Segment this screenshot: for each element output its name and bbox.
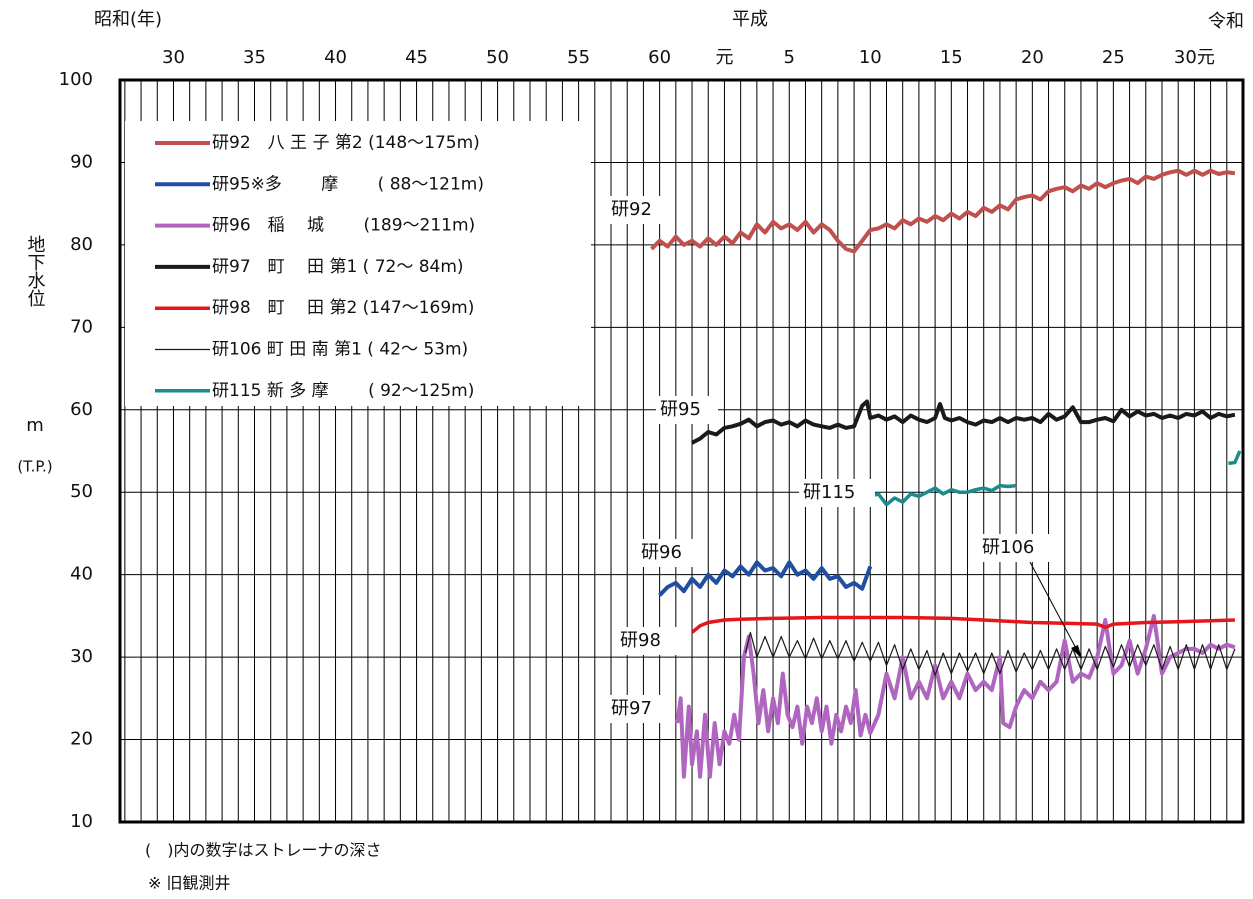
- line-label-bg: [656, 396, 718, 424]
- line-label: 研96: [641, 542, 682, 563]
- y-axis-datum: (T.P.): [17, 458, 52, 476]
- x-tick-label: 元: [715, 47, 733, 68]
- y-tick-label: 80: [70, 234, 93, 255]
- x-tick-label: 35: [243, 47, 266, 68]
- x-tick-label: 15: [940, 47, 963, 68]
- line-label: 研92: [611, 199, 652, 220]
- note: ( )内の数字はストレーナの深さ: [145, 841, 382, 860]
- data-line: [650, 168, 1236, 254]
- x-tick-label: 20: [1021, 47, 1044, 68]
- line-label: 研106: [982, 537, 1034, 558]
- x-tick-label: 25: [1102, 47, 1125, 68]
- x-tick-label: 30元: [1174, 47, 1215, 68]
- y-tick-label: 20: [70, 729, 93, 750]
- data-line: [744, 631, 1236, 676]
- legend-entry: 研92 八 王 子 第2 (148～175m): [212, 133, 480, 153]
- y-tick-label: 70: [70, 316, 93, 337]
- legend-box: [125, 121, 591, 406]
- legend-entry: 研98 町 田 第2 (147～169m): [212, 298, 474, 318]
- arrow: [1029, 561, 1079, 653]
- data-line: [691, 399, 1236, 445]
- x-tick-label: 55: [567, 47, 590, 68]
- x-tick-label: 60: [648, 47, 671, 68]
- data-line: [869, 450, 1242, 507]
- y-tick-label: 30: [70, 646, 93, 667]
- data-line: [690, 615, 1235, 634]
- line-label-bg: [799, 479, 875, 507]
- x-tick-label: 30: [162, 47, 185, 68]
- y-axis-label: 地下水位: [25, 235, 46, 307]
- era-label: 昭和(年): [94, 9, 162, 30]
- legend-entry: 研96 稲 城 (189～211m): [212, 216, 475, 236]
- y-tick-label: 60: [70, 399, 93, 420]
- y-tick-label: 40: [70, 564, 93, 585]
- line-label: 研98: [620, 630, 661, 651]
- line-label-bg: [616, 627, 678, 655]
- line-label: 研115: [803, 482, 855, 503]
- line-label: 研95: [660, 399, 701, 420]
- legend-entry: 研115 新 多 摩 ( 92～125m): [212, 381, 474, 401]
- legend-entry: 研95※多 摩 ( 88～121m): [212, 174, 484, 194]
- y-tick-label: 90: [70, 151, 93, 172]
- x-tick-label: 50: [486, 47, 509, 68]
- data-line: [675, 613, 1236, 779]
- y-axis-unit: m: [26, 415, 44, 436]
- x-tick-label: 40: [324, 47, 347, 68]
- line-label-bg: [607, 196, 669, 224]
- line-label-bg: [637, 539, 699, 567]
- x-tick-label: 45: [405, 47, 428, 68]
- y-tick-label: 100: [59, 69, 93, 90]
- y-tick-label: 50: [70, 481, 93, 502]
- note: ※ 旧観測井: [148, 874, 231, 893]
- x-tick-label: 10: [859, 47, 882, 68]
- plot-frame: [118, 78, 1245, 824]
- arrow-head: [1071, 645, 1082, 659]
- line-label: 研97: [611, 698, 652, 719]
- era-label: 平成: [732, 9, 768, 30]
- legend-entry: 研97 町 田 第1 ( 72～ 84m): [212, 257, 464, 277]
- data-line: [658, 560, 873, 597]
- era-label: 令和: [1208, 11, 1244, 32]
- y-tick-label: 10: [70, 811, 93, 832]
- line-label-bg: [607, 695, 669, 723]
- x-tick-label: 5: [784, 47, 795, 68]
- legend-entry: 研106 町 田 南 第1 ( 42～ 53m): [212, 340, 468, 360]
- line-label-bg: [978, 534, 1054, 562]
